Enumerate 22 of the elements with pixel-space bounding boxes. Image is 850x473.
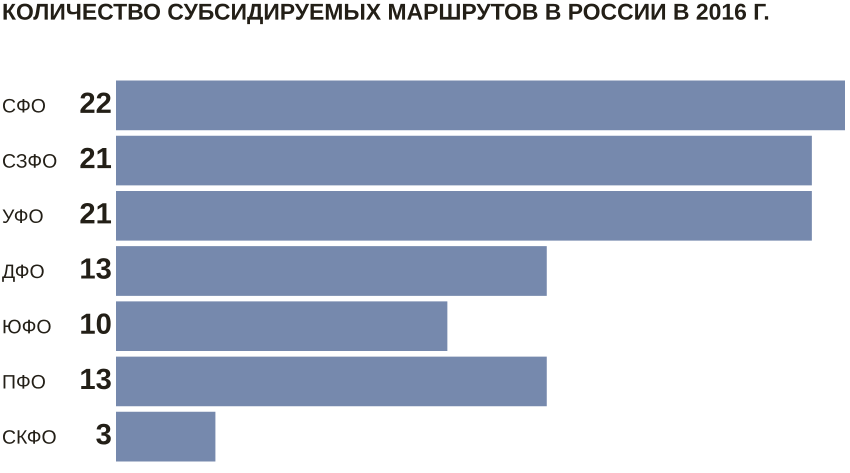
bar xyxy=(116,301,448,352)
y-tick-label: УФО xyxy=(2,209,43,224)
y-tick-label: ДФО xyxy=(2,264,44,282)
bar xyxy=(116,412,216,462)
bar xyxy=(116,136,812,186)
data-label: 22 xyxy=(80,92,111,113)
data-label: 10 xyxy=(81,313,111,334)
bar xyxy=(116,356,547,406)
bar xyxy=(116,246,547,296)
y-tick-label: ПФО xyxy=(4,374,45,389)
data-label: 13 xyxy=(81,368,111,390)
data-label: 21 xyxy=(80,202,112,224)
data-label: 3 xyxy=(96,424,111,445)
y-tick-label: СКФО xyxy=(2,430,56,444)
chart-title: КОЛИЧЕСТВО СУБСИДИРУЕМЫХ МАРШРУТОВ В РОССИИ В 2016 Г. xyxy=(4,4,768,24)
y-tick-label: СЗФО xyxy=(2,154,56,168)
data-label: 13 xyxy=(81,258,111,279)
bar xyxy=(116,80,845,130)
data-label: 21 xyxy=(80,148,112,168)
y-tick-label: СФО xyxy=(2,98,46,113)
bar xyxy=(116,190,812,241)
y-tick-label: ЮФО xyxy=(4,320,51,334)
